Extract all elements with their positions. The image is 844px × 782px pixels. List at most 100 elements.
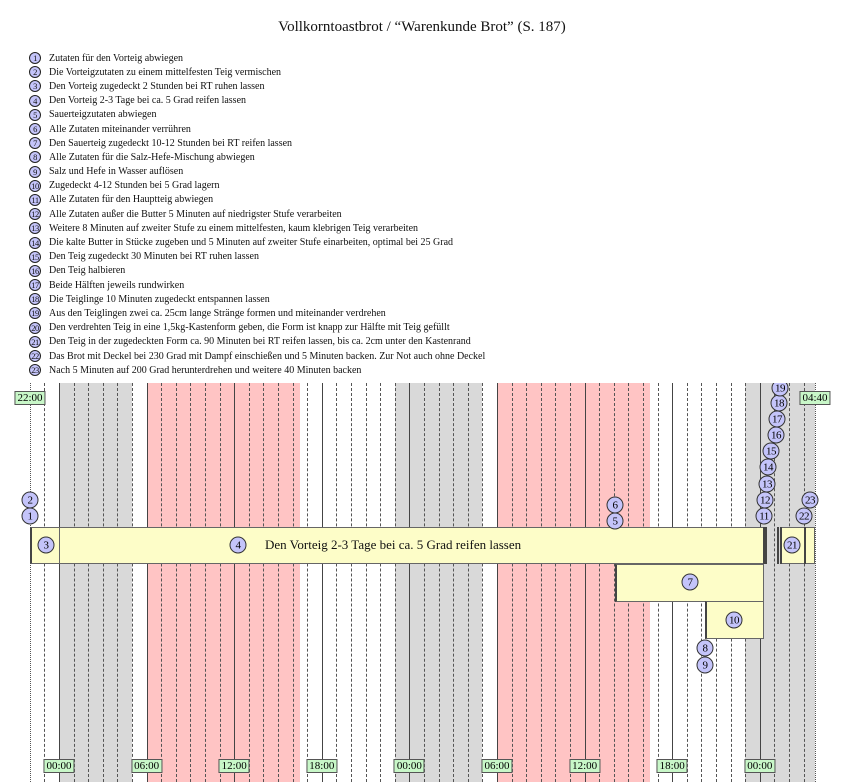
legend-item: 6 Alle Zutaten miteinander verrühren	[29, 122, 485, 136]
hour-gridline	[409, 383, 411, 782]
legend-item: 15 Den Teig zugedeckt 30 Minuten bei RT r…	[29, 250, 485, 264]
step-text: Die Vorteigzutaten zu einem mittelfesten…	[49, 66, 282, 78]
step-marker-17: 17	[768, 410, 786, 428]
step-marker-18: 18	[770, 394, 788, 412]
legend-item: 8 Alle Zutaten für die Salz-Hefe-Mischung…	[29, 150, 485, 164]
step-number-badge: 17	[29, 279, 41, 292]
step-marker-14: 14	[759, 458, 777, 476]
legend-item: 1 Zutaten für den Vorteig abwiegen	[29, 51, 485, 65]
hour-gridline	[321, 383, 323, 782]
step-text: Alle Zutaten für den Hauptteig abwiegen	[49, 194, 214, 206]
hour-gridline	[453, 383, 455, 782]
step-marker-2: 2	[21, 491, 39, 509]
step-number-badge: 22	[29, 350, 41, 363]
step-number-badge: 13	[29, 222, 41, 235]
hour-gridline	[102, 383, 104, 782]
hour-gridline	[73, 383, 75, 782]
step-marker-16: 16	[767, 426, 785, 444]
time-label-end: 04:40	[799, 391, 831, 405]
step-number-badge: 1	[29, 52, 41, 65]
step-boundary-line	[765, 527, 767, 564]
hour-gridline	[394, 383, 396, 782]
hour-gridline	[555, 383, 557, 782]
hour-gridline	[59, 383, 60, 782]
step-number-badge: 19	[29, 307, 41, 320]
hour-gridline	[132, 383, 133, 782]
hour-gridline	[424, 383, 425, 782]
step-text: Den Vorteig zugedeckt 2 Stunden bei RT r…	[49, 80, 265, 92]
step-number-badge: 18	[29, 293, 41, 306]
step-marker-4: 4	[229, 536, 247, 554]
hour-gridline	[278, 383, 279, 782]
hour-gridline	[803, 383, 805, 782]
step-marker-3: 3	[37, 536, 55, 554]
hour-gridline	[44, 383, 46, 782]
step-number-badge: 6	[29, 123, 41, 136]
time-label: 12:00	[218, 759, 250, 773]
step-number-badge: 10	[29, 179, 41, 192]
hour-gridline	[234, 383, 236, 782]
step-number-badge: 20	[29, 321, 41, 334]
step-marker-23: 23	[801, 491, 819, 509]
start-line	[30, 383, 31, 782]
step-marker-10: 10	[725, 611, 743, 629]
hour-gridline	[248, 383, 250, 782]
step-boundary-line	[763, 527, 765, 564]
time-label: 18:00	[306, 759, 338, 773]
step-number-badge: 4	[29, 94, 41, 107]
legend-item: 9 Salz und Hefe in Wasser auflösen	[29, 165, 485, 179]
legend-item: 18 Die Teiglinge 10 Minuten zugedeckt ent…	[29, 292, 485, 306]
legend-item: 23 Nach 5 Minuten auf 200 Grad herunterdr…	[29, 363, 485, 377]
step-text: Salz und Hefe in Wasser auflösen	[49, 166, 184, 178]
step-text: Den Vorteig 2-3 Tage bei ca. 5 Grad reif…	[49, 95, 247, 107]
legend-item: 22 Das Brot mit Deckel bei 230 Grad mit D…	[29, 349, 485, 363]
step-marker-8: 8	[696, 639, 714, 657]
hour-gridline	[307, 383, 309, 782]
step-marker-13: 13	[758, 475, 776, 493]
legend-item: 10 Zugedeckt 4-12 Stunden bei 5 Grad lage…	[29, 179, 485, 193]
time-label: 00:00	[393, 759, 425, 773]
hour-gridline	[175, 383, 177, 782]
step-boundary-line	[780, 527, 782, 564]
step-marker-22: 22	[795, 507, 813, 525]
step-text: Alle Zutaten für die Salz-Hefe-Mischung …	[49, 151, 255, 163]
step-marker-7: 7	[681, 573, 699, 591]
step-number-badge: 15	[29, 250, 41, 263]
legend-item: 17 Beide Hälften jeweils rundwirken	[29, 278, 485, 292]
legend-item: 19 Aus den Teiglingen zwei ca. 25cm lange…	[29, 306, 485, 320]
hour-gridline	[599, 383, 601, 782]
hour-gridline	[774, 383, 776, 782]
time-label: 06:00	[481, 759, 513, 773]
timeline: Den Vorteig 2-3 Tage bei ca. 5 Grad reif…	[0, 383, 844, 782]
step-number-badge: 11	[29, 193, 41, 206]
step-number-badge: 23	[29, 364, 41, 377]
hour-gridline	[88, 383, 90, 782]
hour-gridline	[540, 383, 542, 782]
step-text: Alle Zutaten außer die Butter 5 Minuten …	[49, 208, 342, 220]
step-text: Den Teig halbieren	[49, 265, 126, 277]
step-text: Die kalte Butter in Stücke zugeben und 5…	[49, 237, 454, 249]
end-line	[815, 383, 816, 782]
legend-item: 4 Den Vorteig 2-3 Tage bei ca. 5 Grad rei…	[29, 94, 485, 108]
step-text: Den Teig in der zugedeckten Form ca. 90 …	[49, 336, 471, 348]
step-marker-11: 11	[755, 507, 773, 525]
work-band	[146, 383, 300, 782]
legend-item: 14 Die kalte Butter in Stücke zugeben und…	[29, 235, 485, 249]
legend-item: 3 Den Vorteig zugedeckt 2 Stunden bei RT …	[29, 79, 485, 93]
step-text: Aus den Teiglingen zwei ca. 25cm lange S…	[49, 307, 386, 319]
step-marker-15: 15	[762, 442, 780, 460]
step-marker-1: 1	[21, 507, 39, 525]
time-label: 12:00	[569, 759, 601, 773]
hour-gridline	[365, 383, 367, 782]
hour-gridline	[263, 383, 265, 782]
step-text: Zugedeckt 4-12 Stunden bei 5 Grad lagern	[49, 180, 220, 192]
step-marker-12: 12	[756, 491, 774, 509]
step-number-badge: 5	[29, 108, 41, 121]
step-marker-9: 9	[696, 656, 714, 674]
step-text: Beide Hälften jeweils rundwirken	[49, 279, 185, 291]
step-number-badge: 7	[29, 137, 41, 150]
step-marker-5: 5	[606, 512, 624, 530]
step-number-badge: 14	[29, 236, 41, 249]
step-boundary-line	[804, 527, 806, 564]
